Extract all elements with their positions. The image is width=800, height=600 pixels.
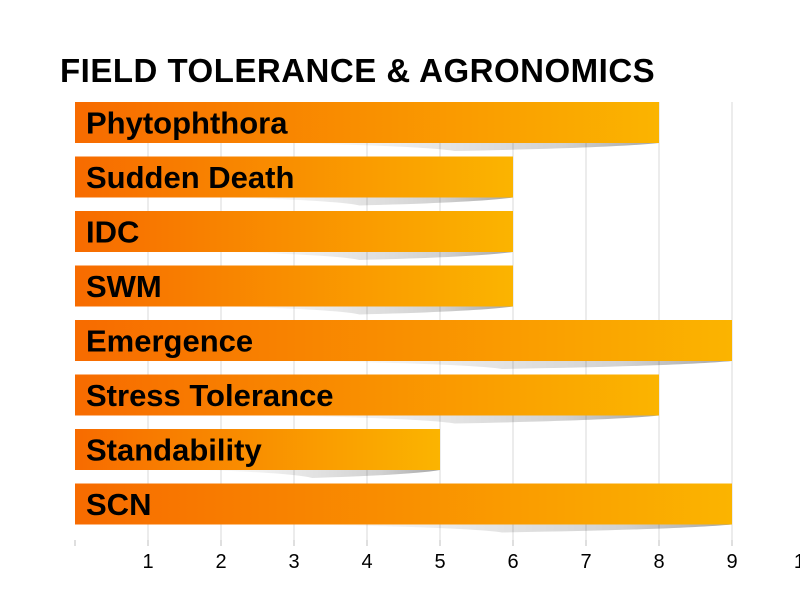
x-tick-label: 5 [434, 551, 445, 573]
bar-sudden-death [75, 156, 513, 198]
bar-group: SWM [75, 265, 514, 315]
chart-title: FIELD TOLERANCE & AGRONOMICS [60, 52, 656, 89]
bar-shadow [304, 524, 732, 533]
x-tick-label: 3 [288, 551, 299, 573]
x-tick-label: 8 [653, 551, 664, 573]
bar-group: Emergence [75, 320, 732, 369]
bar-group: SCN [75, 483, 732, 533]
bar-label: Stress Tolerance [86, 378, 334, 413]
x-tick-label: 7 [580, 551, 591, 573]
bar-label: SCN [86, 487, 151, 522]
bar-swm [75, 265, 513, 307]
bar-group: Stress Tolerance [75, 374, 659, 424]
x-axis-ticks: 1 2 3 4 5 6 7 8 9 10 [142, 551, 800, 573]
bar-shadow [228, 252, 514, 260]
bar-group: IDC [75, 211, 514, 260]
x-tick-label: 2 [215, 551, 226, 573]
bar-phytophthora [75, 102, 659, 143]
bar-shadow [228, 306, 514, 315]
x-tick-label: 10 [794, 551, 800, 573]
x-tick-label: 1 [142, 551, 153, 573]
bars: Phytophthora Sudden Death IDC SWM Emergence S… [75, 102, 732, 533]
bar-emergence [75, 320, 732, 361]
bar-idc [75, 211, 513, 252]
bar-shadow [202, 470, 440, 478]
bar-stress-tolerance [75, 374, 659, 416]
bar-shadow [228, 197, 514, 206]
bar-standability [75, 429, 440, 470]
bar-shadow [304, 361, 732, 369]
bar-label: IDC [86, 215, 139, 250]
bar-group: Standability [75, 429, 440, 478]
bar-scn [75, 483, 732, 525]
bar-label: Sudden Death [86, 160, 294, 195]
bar-shadow [279, 143, 659, 151]
x-tick-label: 4 [361, 551, 372, 573]
bar-label: Standability [86, 433, 262, 468]
bar-label: Phytophthora [86, 106, 288, 141]
x-tick-label: 9 [726, 551, 737, 573]
bar-label: SWM [86, 269, 162, 304]
bar-group: Sudden Death [75, 156, 514, 206]
bar-group: Phytophthora [75, 102, 659, 151]
bar-shadow [279, 415, 659, 424]
x-tick-label: 6 [507, 551, 518, 573]
bar-label: Emergence [86, 324, 253, 359]
